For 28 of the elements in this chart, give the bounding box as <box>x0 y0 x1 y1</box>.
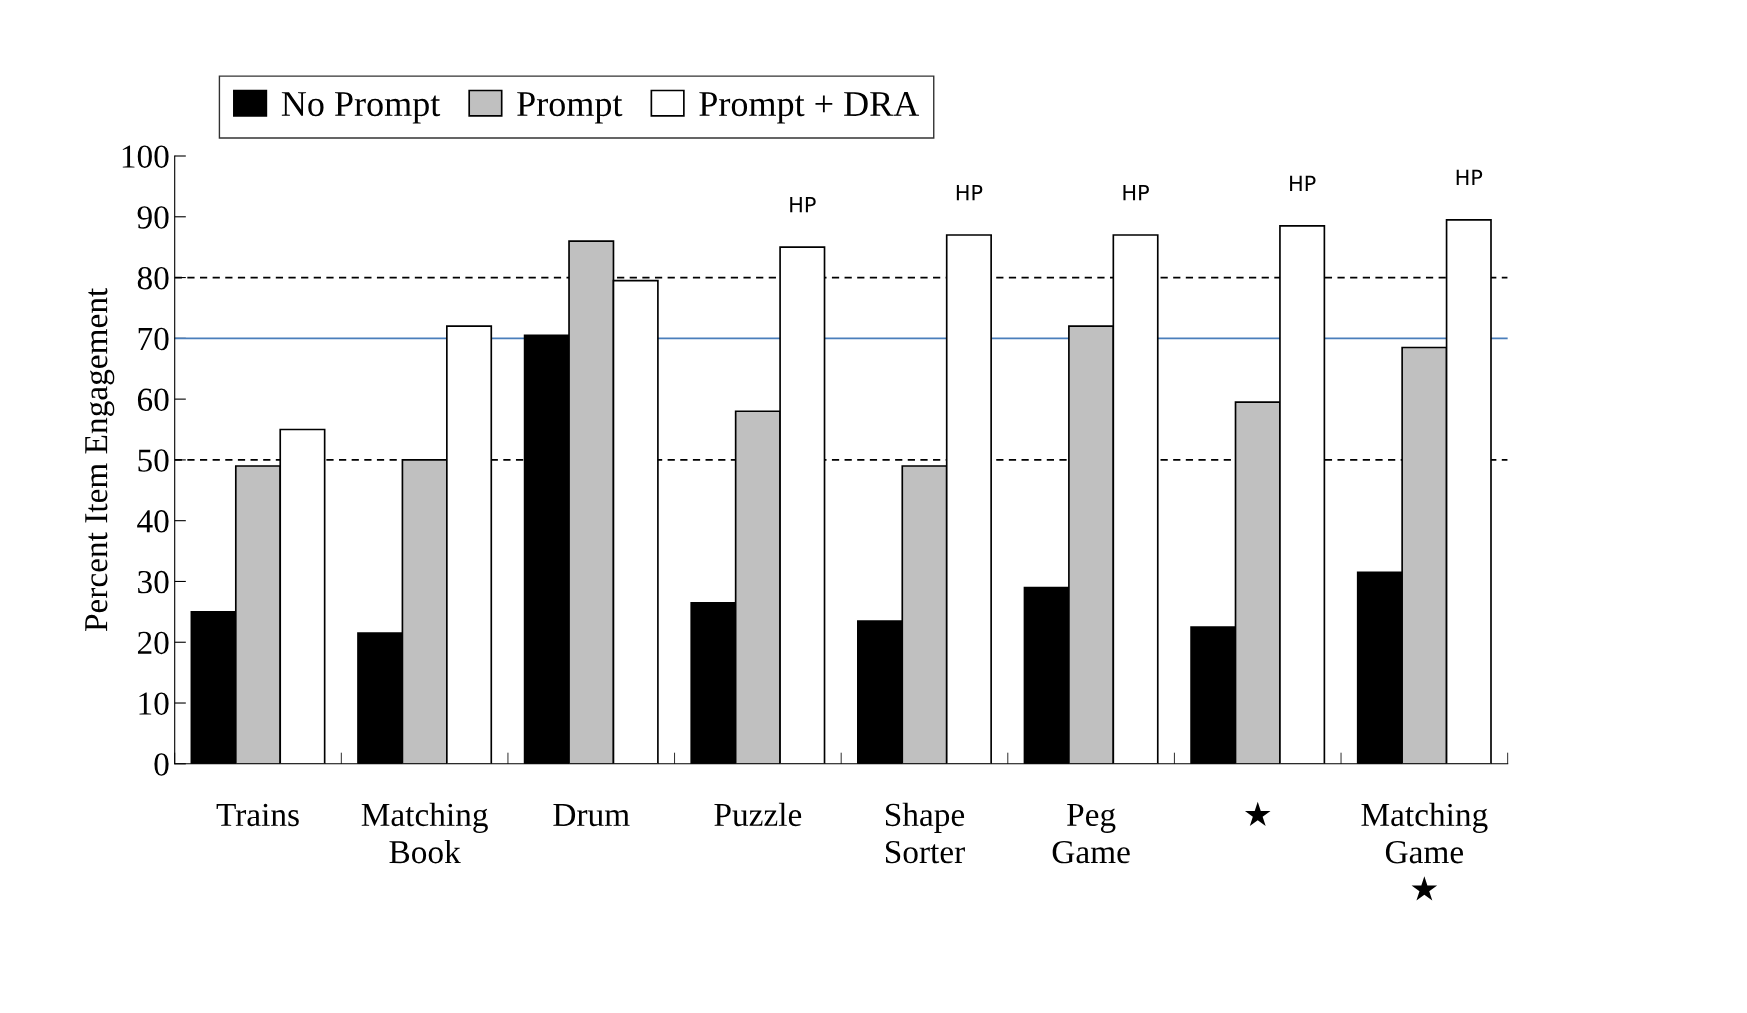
y-tick-label: 0 <box>154 753 169 776</box>
y-tick-label: 70 <box>138 327 169 351</box>
data-label: HP <box>1290 175 1316 192</box>
y-axis-title: Percent Item Engagement <box>85 287 115 632</box>
x-tick-label: ★ <box>1244 801 1271 826</box>
x-tick-label: Drum <box>553 803 630 827</box>
legend-label: Prompt + DRA <box>699 91 920 124</box>
legend-label: No Prompt <box>281 92 441 124</box>
x-tick-label: Shape Sorter <box>885 802 965 864</box>
y-tick-label: 20 <box>137 631 169 655</box>
y-tick-label: 80 <box>137 266 169 290</box>
y-tick-label: 40 <box>137 510 169 533</box>
y-tick-label: 90 <box>137 206 169 229</box>
data-label: HP <box>1456 169 1483 185</box>
x-tick-label: Matching Game ★ <box>1361 802 1488 901</box>
y-tick-label: 60 <box>137 388 169 412</box>
x-tick-label: Matching Book <box>361 802 488 864</box>
data-label: HP <box>790 197 816 213</box>
data-label: HP <box>1123 184 1149 201</box>
x-tick-label: Peg Game <box>1052 803 1130 864</box>
y-tick-label: 30 <box>138 570 169 594</box>
y-tick-label: 10 <box>139 692 169 715</box>
x-tick-label: Puzzle <box>714 802 802 827</box>
y-tick-label: 100 <box>122 145 169 168</box>
legend-label: Prompt <box>517 92 623 124</box>
y-tick-label: 50 <box>138 449 169 472</box>
data-label: HP <box>956 184 983 201</box>
x-tick-label: Trains <box>216 803 299 827</box>
